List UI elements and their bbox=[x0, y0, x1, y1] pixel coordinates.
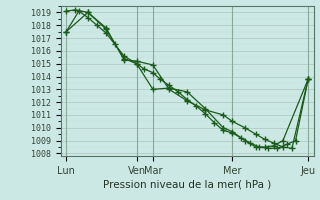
X-axis label: Pression niveau de la mer( hPa ): Pression niveau de la mer( hPa ) bbox=[103, 180, 271, 190]
